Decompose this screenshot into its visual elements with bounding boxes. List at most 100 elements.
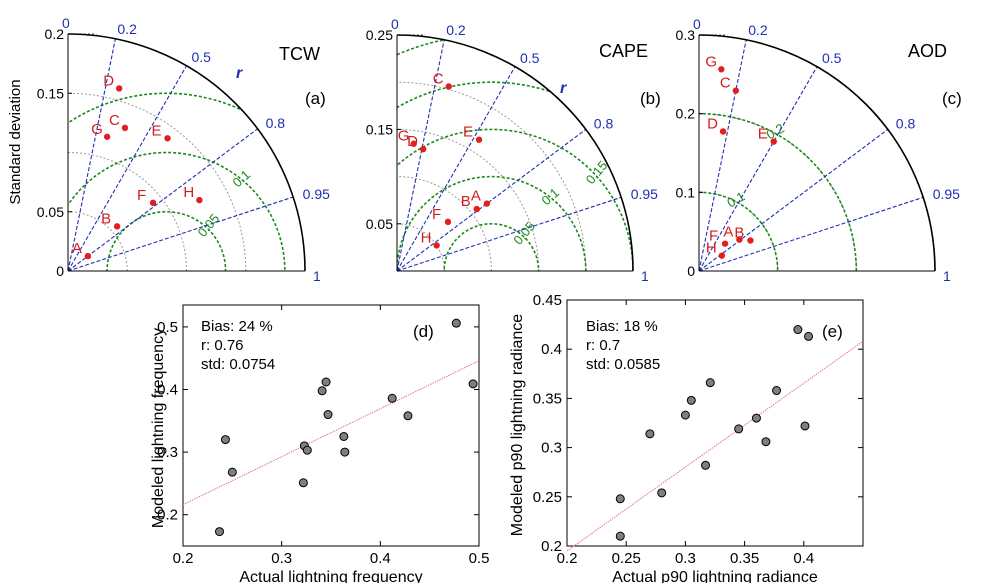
taylor-point-label: H <box>421 229 432 246</box>
taylor-point-label: E <box>463 124 473 141</box>
scatter-point <box>468 379 478 389</box>
r-tick-label: 1 <box>943 268 951 284</box>
std-tick-label: 0 <box>687 263 695 279</box>
taylor-point <box>164 135 171 142</box>
panel-a-ylabel: Standard deviation <box>7 79 24 204</box>
y-tick-label: 0.35 <box>533 390 562 407</box>
panel-e-tag: (e) <box>822 322 843 341</box>
r-tick-label: 0.95 <box>303 186 330 202</box>
scatter-point <box>298 478 308 488</box>
panel-d-stat-std: std: 0.0754 <box>201 356 275 373</box>
taylor-point-label: E <box>758 126 768 143</box>
correlation-line <box>396 128 587 272</box>
crmsd-arc <box>443 223 540 271</box>
scatter-panel-radiance: (e) Actual p90 lightning radiance Modele… <box>509 292 864 583</box>
taylor-point-label: F <box>137 187 146 204</box>
panel-e-stat-r: r: 0.7 <box>586 337 620 354</box>
r-tick-label: 0 <box>693 16 701 32</box>
crmsd-label: 0.05 <box>510 219 538 248</box>
taylor-point <box>121 124 129 132</box>
scatter-point <box>800 421 810 431</box>
scatter-point <box>339 431 349 441</box>
x-tick-label: 0.3 <box>271 550 292 567</box>
taylor-point <box>84 252 92 260</box>
plot-frame <box>182 304 480 547</box>
taylor-point-label: B <box>734 224 744 241</box>
r-tick-label: 1 <box>641 268 649 284</box>
correlation-line <box>698 66 818 272</box>
taylor-point <box>732 87 740 94</box>
std-tick-label: 0.3 <box>676 27 696 43</box>
std-tick-label: 0.2 <box>676 106 696 122</box>
correlation-line <box>698 196 924 272</box>
r-tick-label: 0.95 <box>631 186 658 202</box>
r-tick-label: 0 <box>391 16 399 32</box>
r-tick-label: 0.5 <box>822 50 842 66</box>
scatter-point <box>734 424 744 434</box>
y-tick-label: 0.4 <box>541 341 562 358</box>
scatter-point <box>215 527 225 537</box>
scatter-point <box>615 494 625 504</box>
std-grid-arc <box>67 152 187 272</box>
panel-e-stat-std: std: 0.0585 <box>586 356 660 373</box>
crmsd-arc-group <box>68 92 305 271</box>
panel-a-tag: (a) <box>305 89 326 108</box>
outer-arc <box>698 34 936 272</box>
taylor-panel-cape: CAPE (b) r 0.050.10.150.050.150.250 0.20.… <box>366 16 661 284</box>
scatter-point <box>705 378 715 388</box>
std-grid-arc <box>396 176 492 272</box>
taylor-point <box>483 200 491 207</box>
scatter-point <box>701 460 711 470</box>
panel-e-stat-bias: Bias: 18 % <box>586 318 658 335</box>
y-tick-label: 0.3 <box>157 444 178 461</box>
taylor-point <box>475 136 483 143</box>
taylor-point <box>196 196 203 204</box>
panel-d-stat-bias: Bias: 24 % <box>201 318 273 335</box>
std-grid-arc <box>396 223 445 272</box>
y-tick-label: 0.2 <box>541 538 562 555</box>
scatter-point <box>680 410 690 420</box>
scatter-point <box>340 447 350 457</box>
taylor-point <box>718 66 725 73</box>
regression-line <box>566 340 864 552</box>
panel-e-xlabel: Actual p90 lightning radiance <box>612 569 818 583</box>
std-tick-label: 0.15 <box>37 85 64 101</box>
taylor-point-label: F <box>432 206 441 223</box>
taylor-point <box>149 199 157 206</box>
r-tick-label: 0.8 <box>266 115 286 131</box>
scatter-point <box>403 411 413 421</box>
taylor-point-label: G <box>91 121 103 138</box>
std-tick-label: 0.1 <box>676 184 696 200</box>
scatter-point <box>686 395 696 405</box>
taylor-point <box>444 218 452 226</box>
taylor-point-label: H <box>183 184 194 201</box>
scatter-point <box>302 445 312 455</box>
scatter-point <box>772 386 782 396</box>
scatter-point <box>615 531 625 541</box>
scatter-point <box>804 331 814 341</box>
panel-b-r-label: r <box>560 80 567 97</box>
taylor-point-label: H <box>706 240 717 257</box>
taylor-point-label: C <box>433 70 444 87</box>
panel-c-title: AOD <box>908 41 947 61</box>
taylor-point <box>103 133 111 140</box>
taylor-point-label: D <box>707 115 718 132</box>
std-tick-label: 0.15 <box>366 121 393 137</box>
taylor-point-label: G <box>705 53 717 70</box>
r-tick-label: 0.5 <box>192 49 212 65</box>
std-tick-label: 0.2 <box>45 26 65 42</box>
panel-d-xlabel: Actual lightning frequency <box>239 569 422 583</box>
taylor-point-label: C <box>109 112 120 129</box>
taylor-point <box>721 240 729 247</box>
x-tick-label: 0.25 <box>612 550 641 567</box>
r-tick-label: 0 <box>62 15 70 31</box>
x-tick-label: 0.5 <box>469 550 490 567</box>
taylor-point-label: B <box>101 210 111 227</box>
correlation-line <box>67 38 116 272</box>
y-tick-label: 0.45 <box>533 292 562 309</box>
scatter-point <box>220 435 230 445</box>
x-tick-label: 0.2 <box>557 550 578 567</box>
regression-line <box>182 360 480 506</box>
r-tick-label: 1 <box>313 268 321 284</box>
